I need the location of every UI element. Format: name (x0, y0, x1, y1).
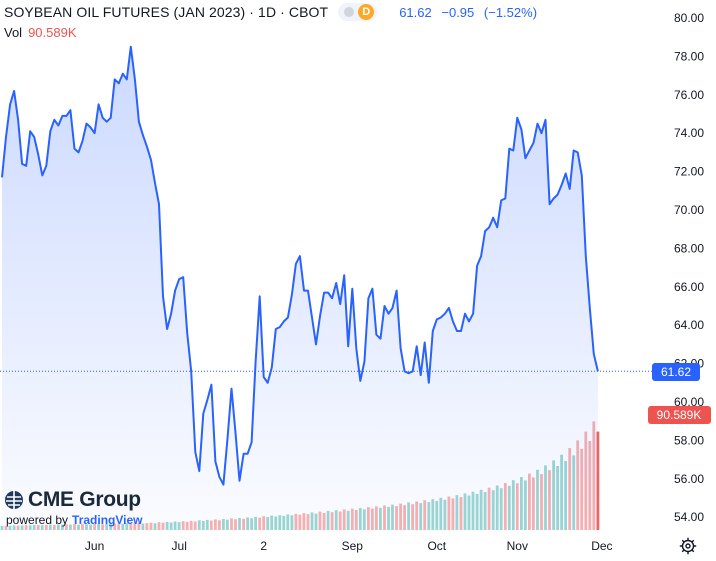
x-axis: Jun Jul 2 Sep Oct Nov Dec (85, 539, 613, 553)
x-tick-label: Sep (342, 539, 364, 553)
y-tick-label: 70.00 (674, 203, 704, 217)
y-tick-label: 76.00 (674, 88, 704, 102)
last-price: 61.62 (399, 4, 432, 20)
delayed-badge: D (358, 4, 375, 20)
y-tick-label: 64.00 (674, 318, 704, 332)
y-tick-label: 78.00 (674, 49, 704, 63)
x-tick-label: Jul (172, 539, 187, 553)
y-tick-label: 68.00 (674, 241, 704, 255)
chart-legend: SOYBEAN OIL FUTURES (JAN 2023) · 1D · CB… (4, 2, 543, 22)
price-label: 61.62 (661, 365, 691, 379)
powered-by-label: powered by (6, 513, 69, 527)
volume-label-tag: 90.589K (648, 406, 711, 424)
x-tick-label: Jun (85, 539, 104, 553)
volume-legend: Vol 90.589K (4, 25, 77, 40)
y-tick-label: 60.00 (674, 395, 704, 409)
y-tick-label: 80.00 (674, 11, 704, 25)
volume-label: 90.589K (657, 408, 702, 422)
gear-icon[interactable] (679, 537, 697, 555)
logo-text: CME Group (28, 488, 141, 511)
y-tick-label: 66.00 (674, 280, 704, 294)
price-change: −0.95 (441, 4, 475, 20)
cme-logo[interactable]: CME Group (4, 488, 141, 512)
quote: 61.62 −0.95 (−1.52%) (399, 5, 543, 20)
y-tick-label: 56.00 (674, 472, 704, 486)
price-change-pct: (−1.52%) (483, 4, 538, 20)
x-tick-label: Nov (507, 539, 528, 553)
cme-globe-icon (5, 491, 23, 509)
market-status-pill[interactable]: D (338, 3, 378, 21)
y-tick-label: 58.00 (674, 433, 704, 447)
y-axis: 80.00 78.00 76.00 74.00 72.00 70.00 68.00 66.00… (674, 11, 704, 524)
y-tick-label: 72.00 (674, 165, 704, 179)
symbol-title: SOYBEAN OIL FUTURES (JAN 2023) · 1D · CB… (4, 4, 329, 20)
x-tick-label: 2 (260, 539, 267, 553)
tradingview-link[interactable]: TradingView (72, 513, 143, 527)
price-area (2, 46, 598, 531)
price-line (1, 45, 599, 486)
powered-by[interactable]: powered by TradingView (6, 513, 143, 527)
x-tick-label: Oct (427, 539, 446, 553)
price-label-tag: 61.62 (652, 363, 700, 381)
x-tick-label: Dec (591, 539, 612, 553)
y-tick-label: 54.00 (674, 510, 704, 524)
status-dot-icon (344, 7, 355, 17)
y-tick-label: 74.00 (674, 126, 704, 140)
volume-legend-value: 90.589K (28, 25, 77, 40)
volume-legend-label: Vol (4, 25, 23, 40)
